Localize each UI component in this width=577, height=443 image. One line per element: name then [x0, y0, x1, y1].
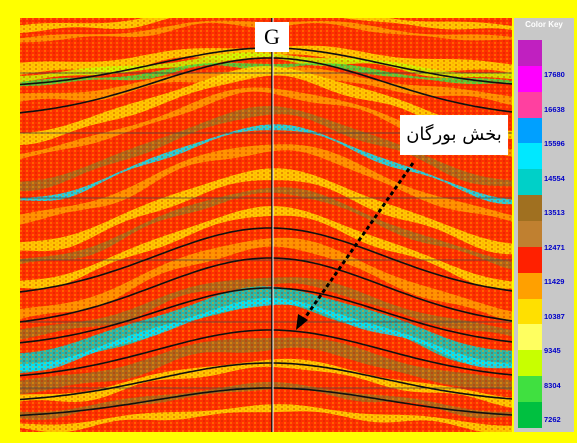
seismic-image [20, 18, 512, 432]
color-key-swatch [518, 324, 542, 351]
horizon-line [20, 227, 512, 293]
color-key-swatch [518, 91, 542, 118]
color-key-swatch [518, 117, 542, 144]
seismic-section [20, 18, 512, 432]
color-key-label: 7262 [544, 415, 561, 424]
annotation-arrow-line [298, 162, 415, 326]
color-key-label: 14554 [544, 173, 565, 183]
color-key-label: 12471 [544, 242, 565, 252]
color-key-label: 10387 [544, 311, 565, 321]
color-key-swatch [518, 402, 542, 428]
color-key-label: 17680 [544, 70, 565, 79]
horizon-line [20, 287, 512, 344]
horizon-line [20, 257, 512, 323]
color-key-swatch [518, 376, 542, 403]
color-key-swatch [518, 221, 542, 247]
color-key-swatch [518, 40, 542, 66]
color-key: Color Key 17680 16638 15596 14554 13513 12471… [514, 18, 574, 432]
color-key-labels: 17680 16638 15596 14554 13513 12471 11429 10387… [544, 40, 574, 428]
color-key-label: 15596 [544, 139, 565, 148]
annotation-label: بخش بورگان [400, 115, 508, 155]
color-key-label: 16638 [544, 104, 565, 114]
seismic-texture [20, 18, 512, 432]
well-label: G [255, 22, 289, 52]
color-key-bars [518, 40, 542, 428]
color-key-swatch [518, 272, 542, 299]
color-key-swatch [518, 246, 542, 273]
color-key-label: 8304 [544, 380, 561, 390]
color-key-label: 13513 [544, 208, 565, 217]
color-key-label: 9345 [544, 346, 561, 355]
color-key-swatch [518, 65, 542, 92]
horizon-lines [20, 47, 512, 417]
color-key-title: Color Key [525, 20, 563, 29]
horizon-line [20, 362, 512, 401]
color-key-swatch [518, 143, 542, 170]
horizon-line [20, 329, 512, 377]
color-key-swatch [518, 195, 542, 222]
color-key-swatch [518, 298, 542, 325]
color-key-swatch [518, 169, 542, 196]
color-key-label: 11429 [544, 277, 565, 286]
annotation-arrow-head [296, 314, 308, 330]
horizon-line [20, 57, 512, 114]
horizon-line [20, 387, 512, 417]
color-key-swatch [518, 350, 542, 377]
